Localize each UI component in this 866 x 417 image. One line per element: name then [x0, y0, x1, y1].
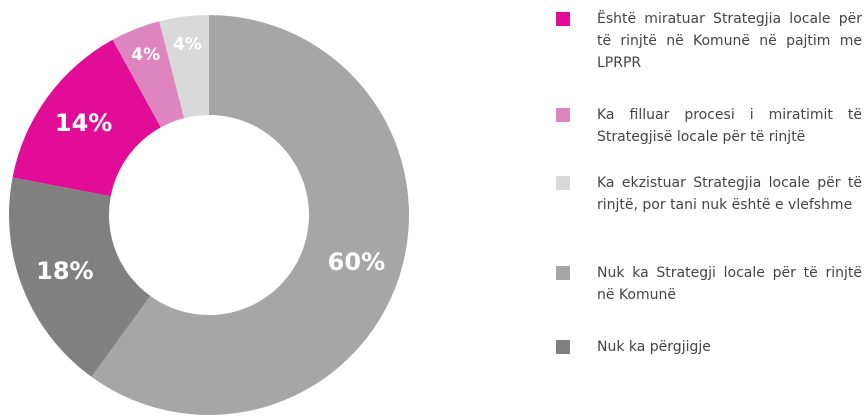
slice — [12, 39, 161, 197]
legend-label: Nuk ka përgjigje — [597, 339, 711, 355]
legend-swatch — [556, 340, 570, 354]
slice-label: 14% — [55, 109, 112, 137]
legend-swatch — [556, 266, 570, 280]
slice-label: 60% — [328, 248, 385, 276]
legend-swatch — [556, 12, 570, 26]
legend-label: Nuk ka Strategji locale për të rinjtë në… — [597, 265, 862, 303]
slice-label: 18% — [36, 257, 93, 285]
slice-label: 4% — [131, 45, 160, 65]
legend-label: Ka filluar procesi i miratimit të Strate… — [597, 107, 862, 145]
legend-swatch — [556, 108, 570, 122]
legend-label: Është miratuar Strategjia locale për të … — [597, 11, 862, 71]
donut-chart: 14% 4% 4% 60% 18% — [8, 15, 410, 415]
slice — [8, 177, 151, 377]
legend-swatch — [556, 176, 570, 190]
slice — [91, 15, 410, 415]
legend-label: Ka ekzistuar Strategjia locale për të ri… — [597, 175, 862, 213]
slice — [159, 15, 209, 119]
slice-label: 4% — [173, 34, 202, 54]
slice — [112, 21, 185, 128]
